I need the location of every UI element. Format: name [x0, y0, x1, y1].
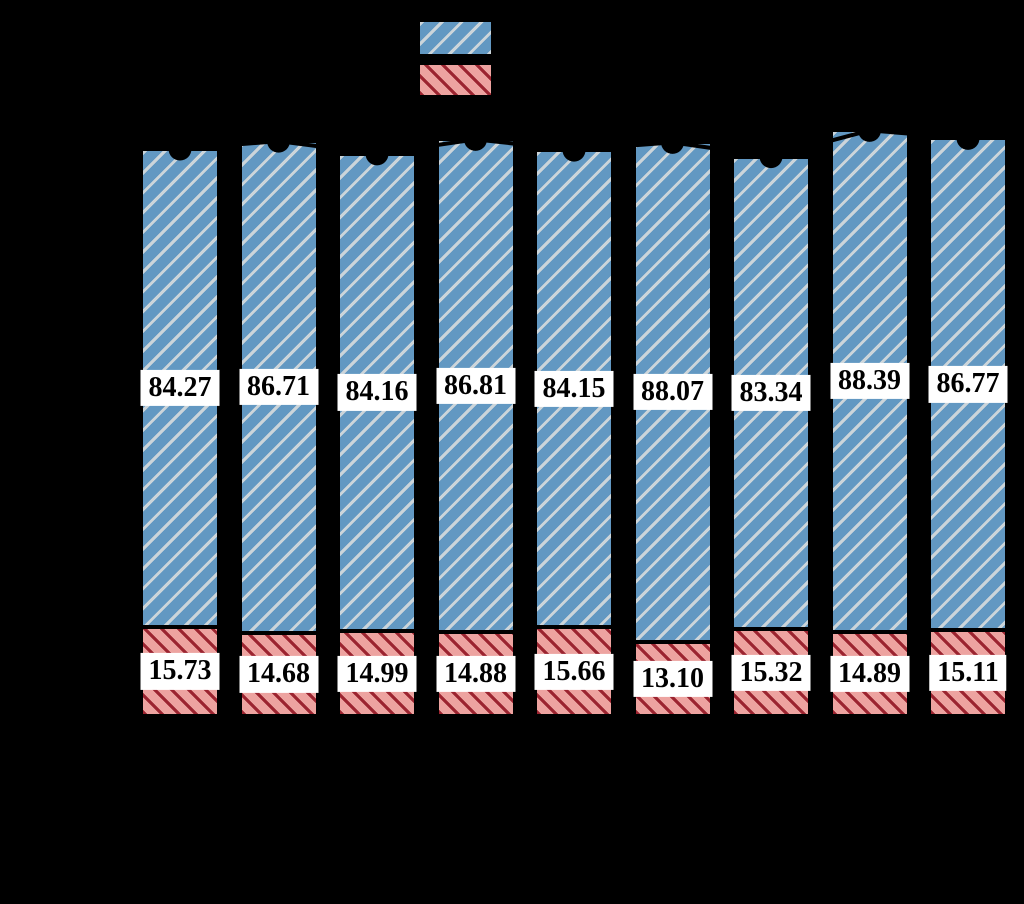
bar-value-label-red: 15.11	[929, 655, 1007, 692]
bar-value-label-red: 14.68	[239, 656, 318, 693]
bar-value-label-blue: 84.16	[337, 374, 417, 411]
bar-value-label-red: 14.88	[436, 655, 515, 692]
bar-value-label-blue: 86.77	[928, 366, 1008, 403]
legend-swatch-blue	[419, 21, 492, 55]
bar-value-label-red: 15.66	[534, 653, 614, 690]
bar-value-label-blue: 84.15	[534, 370, 614, 407]
bar-value-label-blue: 86.71	[239, 368, 318, 406]
bar-value-label-blue: 84.27	[140, 369, 220, 406]
bar-value-label-red: 15.73	[140, 653, 220, 690]
bar-value-label-red: 14.99	[337, 655, 417, 692]
bar-value-label-blue: 83.34	[731, 374, 811, 411]
legend-swatch-red	[419, 64, 492, 96]
bar-value-label-blue: 86.81	[436, 367, 515, 404]
bar-value-label-red: 14.89	[830, 655, 909, 692]
legend	[0, 0, 1024, 110]
bar-value-label-red: 13.10	[633, 660, 712, 697]
bar-value-label-red: 15.32	[731, 654, 811, 691]
bar-value-label-blue: 88.07	[633, 373, 712, 411]
bar-value-label-blue: 88.39	[830, 362, 909, 400]
